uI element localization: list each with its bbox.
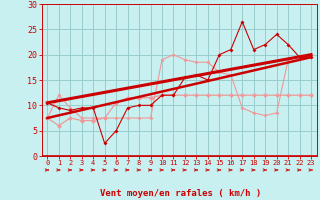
Text: Vent moyen/en rafales ( km/h ): Vent moyen/en rafales ( km/h ) [100,189,261,198]
